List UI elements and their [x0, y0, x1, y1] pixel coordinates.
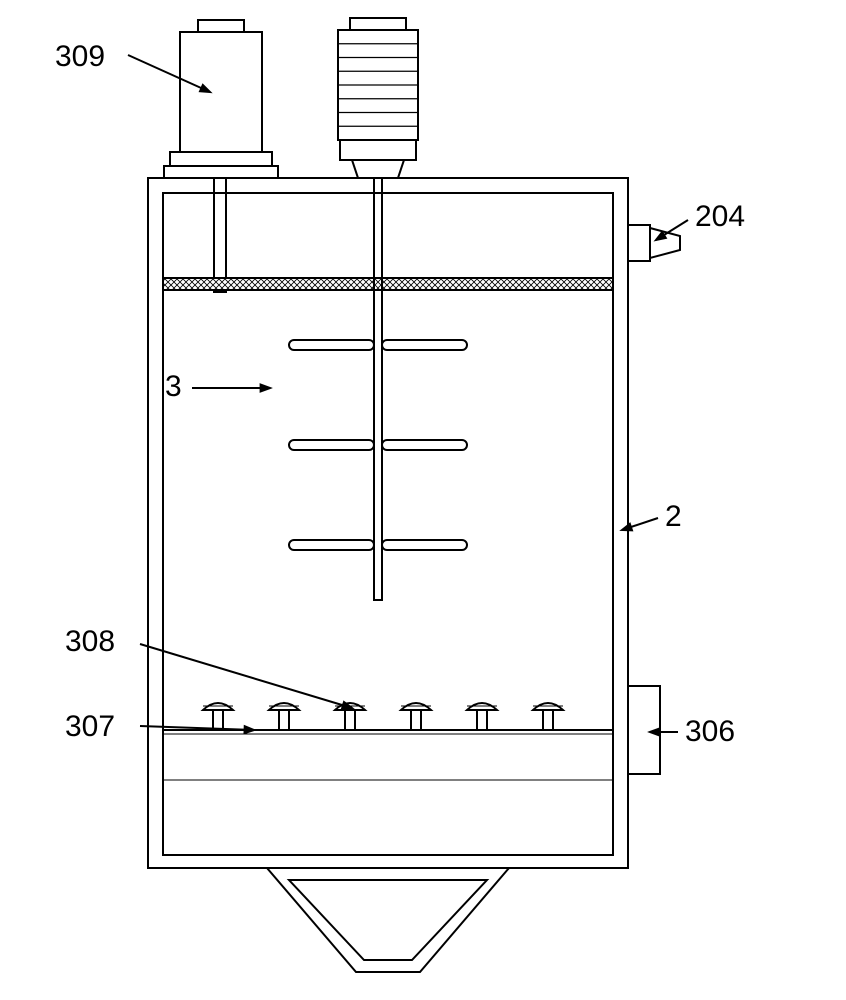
label-308: 308: [65, 625, 115, 659]
label-309: 309: [55, 40, 105, 74]
technical-diagram: [0, 0, 846, 1000]
label-307: 307: [65, 710, 115, 744]
label-306: 306: [685, 715, 735, 749]
label-3: 3: [165, 370, 182, 404]
label-204: 204: [695, 200, 745, 234]
label-2: 2: [665, 500, 682, 534]
